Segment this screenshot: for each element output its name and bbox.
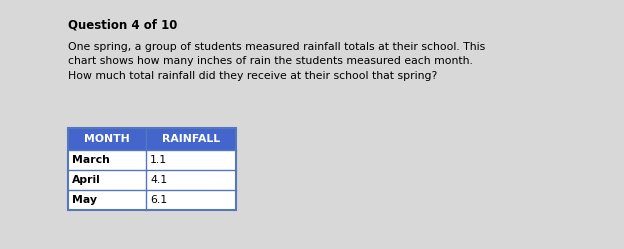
Text: RAINFALL: RAINFALL xyxy=(162,134,220,144)
Text: One spring, a group of students measured rainfall totals at their school. This
c: One spring, a group of students measured… xyxy=(68,42,485,81)
Bar xyxy=(68,150,146,170)
Text: 1.1: 1.1 xyxy=(150,155,167,165)
Text: April: April xyxy=(72,175,100,185)
Text: 4.1: 4.1 xyxy=(150,175,167,185)
Bar xyxy=(146,190,236,210)
Bar xyxy=(146,150,236,170)
Bar xyxy=(68,128,146,150)
Text: Question 4 of 10: Question 4 of 10 xyxy=(68,18,177,31)
Bar xyxy=(68,190,146,210)
Text: March: March xyxy=(72,155,110,165)
Bar xyxy=(146,170,236,190)
Bar xyxy=(146,128,236,150)
Text: 6.1: 6.1 xyxy=(150,195,167,205)
Bar xyxy=(68,128,236,210)
Bar xyxy=(68,170,146,190)
Text: MONTH: MONTH xyxy=(84,134,130,144)
Text: May: May xyxy=(72,195,97,205)
